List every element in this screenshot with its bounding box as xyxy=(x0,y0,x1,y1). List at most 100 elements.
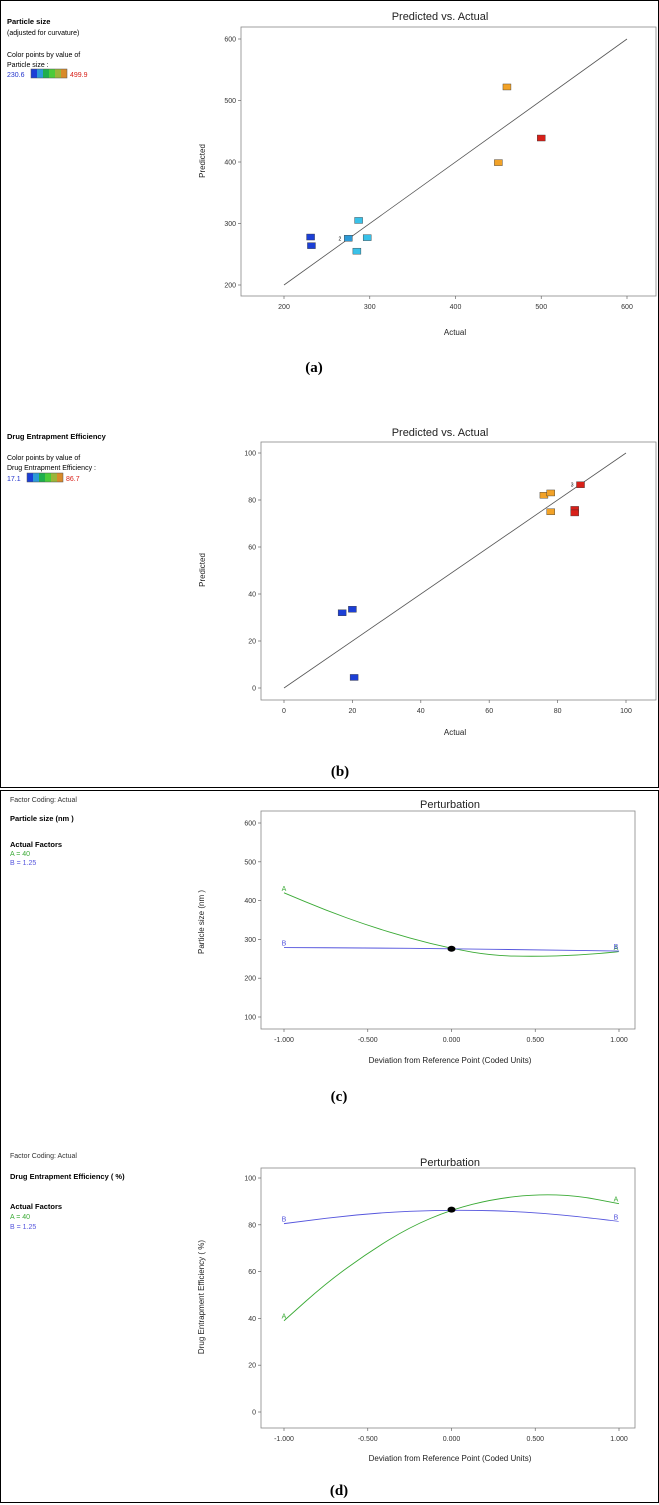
chart-d-reference-point xyxy=(447,1206,456,1213)
chart-c: Perturbation Deviation from Reference Po… xyxy=(197,799,636,1065)
chart-b-data-point xyxy=(348,606,357,613)
chart-b-ytick-label: 100 xyxy=(244,451,256,458)
chart-a-header: Particle size (adjusted for curvature) C… xyxy=(7,17,88,79)
chart-c-title: Perturbation xyxy=(420,799,480,811)
chart-b-ytick-label: 40 xyxy=(248,592,256,599)
chart-c-ytick-label: 400 xyxy=(244,898,256,905)
chart-a-point-count-label: 2 xyxy=(339,236,342,242)
chart-c-xlabel: Deviation from Reference Point (Coded Un… xyxy=(369,1056,532,1065)
chart-c-xtick-label: 0.000 xyxy=(443,1037,461,1044)
chart-a-data-point xyxy=(354,217,363,224)
chart-c-ytick-label: 100 xyxy=(244,1015,256,1022)
chart-a-data-point xyxy=(352,247,362,255)
chart-a-xtick-label: 200 xyxy=(278,304,290,311)
chart-b-header: Drug Entrapment Efficiency Color points … xyxy=(7,432,107,483)
chart-b-data-point xyxy=(349,674,359,681)
chart-a-color-var: Particle size : xyxy=(7,62,49,69)
chart-b-xtick-label: 80 xyxy=(554,708,562,715)
chart-d-ylabel: Drug Entrapment Efficiency ( %) xyxy=(197,1240,206,1354)
chart-c-xtick-label: 1.000 xyxy=(610,1037,628,1044)
chart-a-xtick-label: 300 xyxy=(364,304,376,311)
chart-a-data-point xyxy=(502,83,512,91)
chart-a-ytick-label: 500 xyxy=(224,98,236,105)
chart-d: Perturbation Deviation from Reference Po… xyxy=(197,1157,636,1463)
chart-b-title: Predicted vs. Actual xyxy=(392,427,489,439)
chart-c-response: Particle size (nm ) xyxy=(10,814,74,823)
chart-c-plot-frame xyxy=(260,810,636,1030)
chart-a-color-scale-bar xyxy=(30,68,68,79)
chart-a-xlabel: Actual xyxy=(444,328,466,337)
chart-d-xlabel: Deviation from Reference Point (Coded Un… xyxy=(369,1454,532,1463)
chart-d-factors-title: Actual Factors xyxy=(10,1202,62,1211)
chart-b-data-point xyxy=(576,481,585,488)
chart-c-xtick-label: -1.000 xyxy=(274,1037,294,1044)
chart-d-ytick-label: 0 xyxy=(252,1410,256,1417)
chart-a-ylabel: Predicted xyxy=(198,144,207,178)
chart-a-reference-line xyxy=(283,38,628,286)
chart-c-factor-a: A = 40 xyxy=(10,851,30,858)
chart-c-factors-title: Actual Factors xyxy=(10,840,62,849)
chart-a-data-point xyxy=(344,235,353,242)
chart-d-ytick-label: 100 xyxy=(244,1176,256,1183)
chart-d-factor-b: B = 1.25 xyxy=(10,1224,36,1231)
chart-c-xtick-label: -0.500 xyxy=(358,1037,378,1044)
chart-b-color-scale-bar xyxy=(26,472,64,483)
chart-c-xtick-label: 0.500 xyxy=(526,1037,544,1044)
chart-a-data-point xyxy=(494,159,503,166)
chart-c-series-a-label-end: A xyxy=(614,945,619,952)
chart-b-xtick-label: 60 xyxy=(485,708,493,715)
chart-c-ytick-label: 300 xyxy=(244,937,256,944)
chart-b-ylabel: Predicted xyxy=(198,553,207,587)
chart-a-scale-max: 499.9 xyxy=(70,72,88,79)
chart-b-xtick-label: 0 xyxy=(282,708,286,715)
chart-a-ytick-label: 400 xyxy=(224,160,236,167)
chart-b-point-count-label: 3 xyxy=(571,483,574,489)
chart-b-ytick-label: 20 xyxy=(248,639,256,646)
chart-b-ytick-label: 60 xyxy=(248,545,256,552)
chart-b-response-title: Drug Entrapment Efficiency xyxy=(7,432,107,441)
chart-d-xtick-label: -1.000 xyxy=(274,1436,294,1443)
chart-d-series-b-label-end: B xyxy=(614,1214,619,1221)
chart-d-xtick-label: 0.500 xyxy=(526,1436,544,1443)
chart-d-ytick-label: 40 xyxy=(248,1316,256,1323)
chart-c-reference-point xyxy=(447,945,456,952)
chart-a-xtick-label: 500 xyxy=(535,304,547,311)
chart-a-data-point xyxy=(306,233,315,241)
chart-b: Predicted vs. Actual Actual Predicted 0 2… xyxy=(198,427,657,737)
chart-b-xtick-label: 20 xyxy=(349,708,357,715)
chart-d-ytick-label: 60 xyxy=(248,1269,256,1276)
chart-b-scale-min: 17.1 xyxy=(7,476,21,483)
chart-d-xtick-label: 0.000 xyxy=(443,1436,461,1443)
chart-b-data-point xyxy=(570,509,579,517)
chart-a-response-subtitle: (adjusted for curvature) xyxy=(7,30,79,37)
chart-d-title: Perturbation xyxy=(420,1157,480,1169)
chart-a-data-point xyxy=(537,134,546,142)
chart-b-color-var: Drug Entrapment Efficiency : xyxy=(7,465,96,472)
chart-a-color-note: Color points by value of xyxy=(7,52,80,59)
chart-b-reference-line xyxy=(283,452,627,689)
chart-d-ytick-label: 20 xyxy=(248,1363,256,1370)
chart-c-series-b-label-end: B xyxy=(614,944,619,951)
chart-c-factor-coding: Factor Coding: Actual xyxy=(10,797,77,804)
chart-d-series-b-label-start: B xyxy=(282,1217,287,1224)
panel-bottom-border xyxy=(0,790,659,1503)
chart-d-series-a-line xyxy=(283,1194,620,1322)
chart-c-ytick-label: 600 xyxy=(244,821,256,828)
caption-a: (a) xyxy=(305,360,323,376)
chart-b-data-point xyxy=(337,609,347,616)
chart-d-series-a-label-start: A xyxy=(282,1314,287,1321)
chart-b-xtick-label: 40 xyxy=(417,708,425,715)
chart-d-factor-a: A = 40 xyxy=(10,1214,30,1221)
chart-d-plot-frame xyxy=(260,1167,636,1429)
caption-b: (b) xyxy=(331,764,349,780)
chart-d-factor-coding: Factor Coding: Actual xyxy=(10,1153,77,1160)
chart-d-series-a-label-end: A xyxy=(614,1197,619,1204)
chart-b-plot-frame xyxy=(260,441,657,701)
chart-d-xtick-label: -0.500 xyxy=(358,1436,378,1443)
chart-a-xtick-label: 400 xyxy=(450,304,462,311)
chart-d-response: Drug Entrapment Efficiency ( %) xyxy=(10,1172,125,1181)
chart-c-header: Factor Coding: Actual Particle size (nm … xyxy=(10,797,77,867)
chart-a-xtick-label: 600 xyxy=(621,304,633,311)
chart-a-title: Predicted vs. Actual xyxy=(392,11,489,23)
